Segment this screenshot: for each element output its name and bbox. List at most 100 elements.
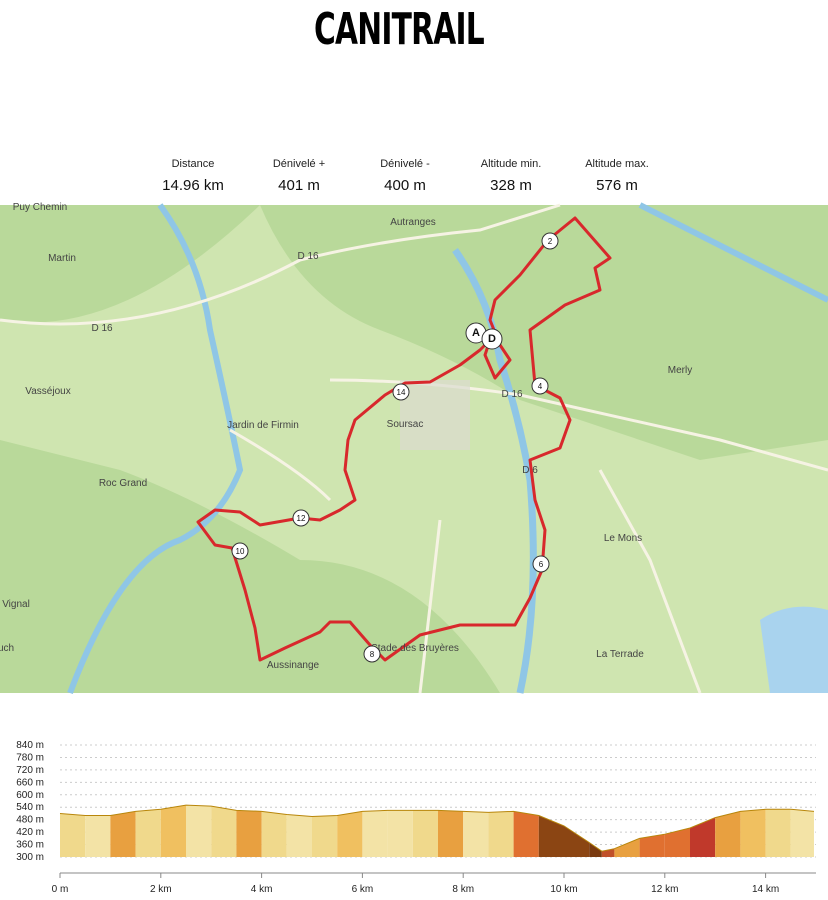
y-tick-label: 660 m bbox=[16, 777, 44, 788]
elevation-segment bbox=[85, 815, 111, 857]
y-tick-label: 360 m bbox=[16, 840, 44, 851]
map-label: Aussinange bbox=[267, 660, 320, 671]
stat: Altitude min. 328 m bbox=[458, 158, 564, 194]
x-tick-label: 8 km bbox=[452, 884, 474, 895]
elevation-segment bbox=[614, 838, 640, 857]
elevation-segment bbox=[211, 806, 237, 857]
x-tick-label: 4 km bbox=[251, 884, 273, 895]
elevation-segment bbox=[362, 810, 388, 857]
elevation-segment bbox=[110, 811, 136, 857]
map-label: Soursac bbox=[387, 419, 424, 430]
map-label: Puy Chemin bbox=[13, 202, 67, 213]
elevation-segment bbox=[438, 810, 464, 857]
stat-value: 328 m bbox=[490, 177, 532, 194]
elevation-segment bbox=[715, 811, 741, 857]
elevation-segment bbox=[765, 809, 791, 857]
route-marker bbox=[231, 542, 249, 560]
elevation-segment bbox=[740, 809, 766, 857]
y-tick-label: 780 m bbox=[16, 752, 44, 763]
elevation-segment bbox=[60, 813, 86, 857]
marker-label: 14 bbox=[397, 388, 406, 397]
y-tick-label: 300 m bbox=[16, 852, 44, 863]
y-tick-label: 720 m bbox=[16, 765, 44, 776]
elevation-segment bbox=[412, 810, 438, 857]
map-label: D 16 bbox=[297, 251, 319, 262]
elevation-segment bbox=[488, 811, 514, 857]
map-label: Vasséjoux bbox=[25, 386, 70, 397]
route-marker bbox=[541, 232, 559, 250]
map-label: Stade des Bruyères bbox=[371, 643, 459, 654]
town bbox=[400, 380, 470, 450]
marker-label: 12 bbox=[297, 514, 306, 523]
route bbox=[196, 216, 612, 662]
marker-label: 2 bbox=[548, 237, 553, 246]
marker-label: 6 bbox=[539, 560, 544, 569]
elevation-segment bbox=[664, 827, 690, 857]
stat: Dénivelé - 400 m bbox=[352, 158, 458, 194]
stats: Distance 14.96 km Dénivelé +401 m Dénivelé … bbox=[140, 158, 670, 194]
y-tick-label: 480 m bbox=[16, 815, 44, 826]
stat-label: Dénivelé + bbox=[272, 158, 326, 170]
map-label: D 16 bbox=[501, 389, 523, 400]
elevation-segment bbox=[463, 811, 489, 857]
stat-label: Altitude max. bbox=[585, 158, 649, 170]
map-label: uch bbox=[0, 643, 14, 654]
elevation-segment bbox=[236, 810, 262, 857]
x-tick-label: 2 km bbox=[150, 884, 172, 895]
map-label: Le Mons bbox=[604, 533, 642, 544]
elevation-segment bbox=[639, 834, 665, 857]
elevation-segment bbox=[538, 815, 564, 857]
map-label: Martin bbox=[48, 253, 76, 264]
elevation-segment bbox=[564, 825, 590, 857]
river bbox=[67, 203, 244, 695]
x-tick-label: 0 m bbox=[52, 884, 69, 895]
map-label: D 6 bbox=[522, 465, 538, 476]
stat-label: Altitude min. bbox=[480, 158, 542, 170]
elevation-segment bbox=[690, 817, 716, 857]
lake bbox=[760, 606, 828, 693]
stat-label: Distance bbox=[171, 158, 215, 170]
stat-value: 14.96 km bbox=[162, 177, 224, 194]
route-marker bbox=[392, 383, 410, 401]
elevation-segment bbox=[387, 810, 413, 857]
elevation-segment bbox=[589, 842, 602, 857]
title: CANITRAIL bbox=[314, 4, 485, 55]
map-label: Vignal bbox=[2, 599, 30, 610]
route-marker bbox=[481, 328, 503, 350]
route-marker bbox=[363, 645, 381, 663]
elevation-segment bbox=[286, 814, 312, 857]
elevation-segment bbox=[186, 805, 212, 857]
x-tick-label: 10 km bbox=[550, 884, 577, 895]
elevation-segment bbox=[135, 809, 161, 857]
route-marker bbox=[532, 555, 550, 573]
x-tick-label: 6 km bbox=[352, 884, 374, 895]
marker-label: A bbox=[472, 327, 480, 339]
map-label: Autranges bbox=[390, 217, 436, 228]
y-tick-label: 840 m bbox=[16, 740, 44, 751]
stat: Dénivelé + 401 m bbox=[246, 158, 352, 194]
y-tick-label: 540 m bbox=[16, 802, 44, 813]
route-marker bbox=[292, 509, 310, 527]
stat-label: Dénivelé - bbox=[380, 158, 430, 170]
map-label: D 16 bbox=[91, 323, 113, 334]
x-tick-label: 12 km bbox=[651, 884, 678, 895]
y-tick-label: 600 m bbox=[16, 790, 44, 801]
marker-label: 4 bbox=[538, 382, 543, 391]
map-label: Merly bbox=[668, 365, 692, 376]
elevation-segment bbox=[261, 811, 287, 857]
elevation-line bbox=[59, 804, 815, 852]
elevation-segment bbox=[337, 811, 363, 857]
river bbox=[638, 202, 828, 303]
stat: Altitude max. 576 m bbox=[564, 158, 670, 194]
elevation-segment bbox=[160, 805, 186, 857]
elevation-segment bbox=[513, 811, 539, 857]
map-label: Jardin de Firmin bbox=[227, 420, 299, 431]
stat-value: 576 m bbox=[596, 177, 638, 194]
stat-value: 400 m bbox=[384, 177, 426, 194]
marker-label: D bbox=[488, 333, 496, 345]
stat-value: 401 m bbox=[278, 177, 320, 194]
marker-label: 8 bbox=[370, 650, 375, 659]
x-tick-label: 14 km bbox=[752, 884, 779, 895]
route-marker bbox=[531, 377, 549, 395]
